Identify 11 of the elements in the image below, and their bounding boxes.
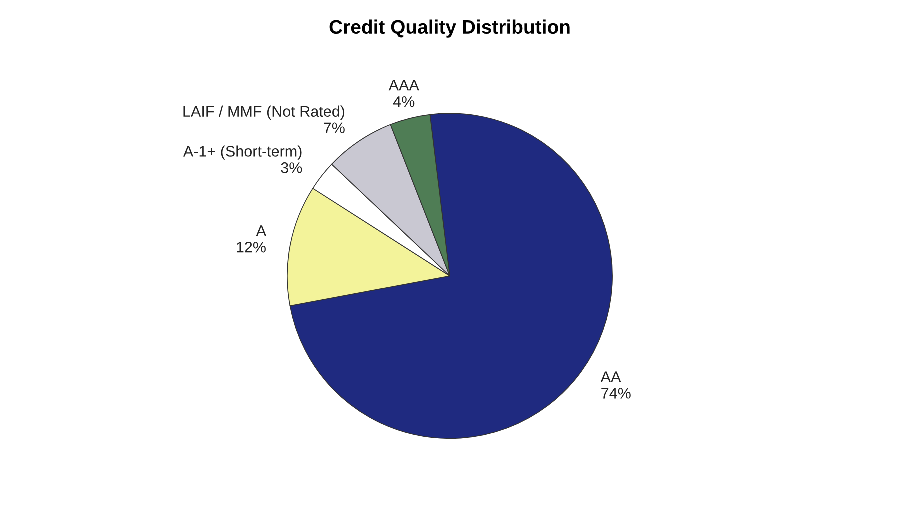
data-label: 4% [393,96,415,108]
slice-label: A [256,226,266,236]
data-label: 12% [237,242,266,253]
data-label: 74% [602,388,631,399]
data-label: 7% [324,122,345,134]
data-label: 3% [281,162,302,174]
slice-label: AAA [388,80,420,91]
chart-title: Credit Quality Distribution [330,20,570,38]
slice-label: LAIF / MMF (Not Rated) [184,106,345,120]
slice-label: A-1+ (Short-term) [183,146,302,160]
slice-label: AA [600,372,622,382]
